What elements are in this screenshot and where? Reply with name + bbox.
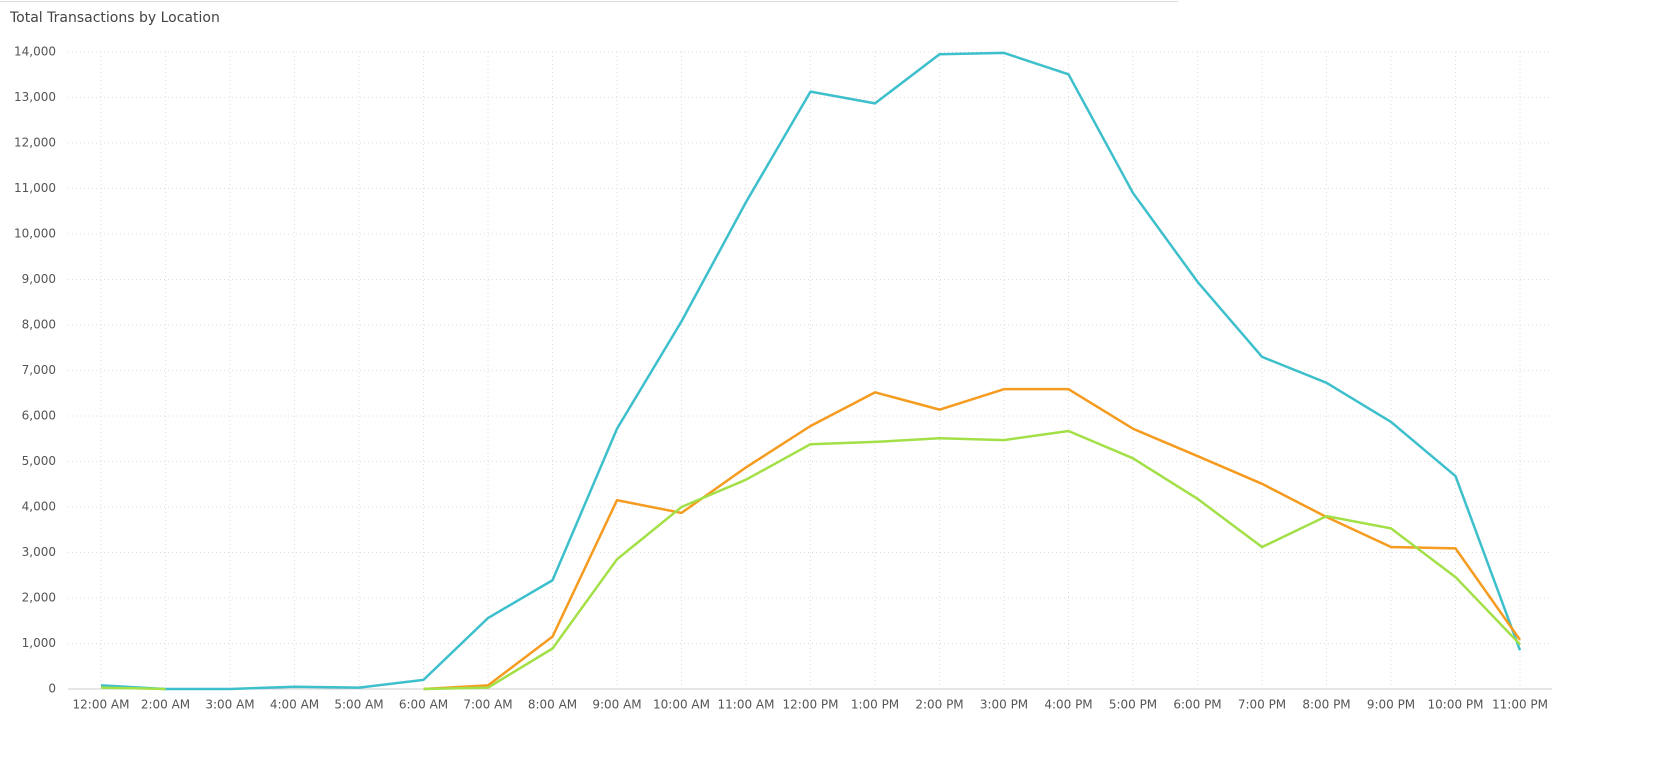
x-tick-label: 6:00 PM — [1173, 698, 1221, 712]
series-line — [100, 51, 1522, 691]
y-tick-label: 6,000 — [22, 409, 56, 423]
y-tick-label: 7,000 — [22, 363, 56, 377]
y-tick-label: 4,000 — [22, 500, 56, 514]
x-tick-label: 12:00 AM — [73, 698, 130, 712]
y-tick-label: 10,000 — [14, 227, 56, 241]
x-tick-label: 10:00 PM — [1428, 698, 1484, 712]
y-tick-label: 8,000 — [22, 318, 56, 332]
x-tick-label: 11:00 PM — [1492, 698, 1548, 712]
x-tick-label: 4:00 AM — [270, 698, 319, 712]
x-tick-label: 12:00 PM — [783, 698, 839, 712]
y-tick-label: 13,000 — [14, 90, 56, 104]
x-tick-label: 8:00 PM — [1302, 698, 1350, 712]
x-tick-label: 8:00 AM — [528, 698, 577, 712]
series-line — [100, 429, 1521, 691]
x-tick-label: 9:00 PM — [1367, 698, 1415, 712]
y-tick-label: 9,000 — [22, 272, 56, 286]
x-tick-label: 5:00 AM — [334, 698, 383, 712]
y-tick-label: 1,000 — [22, 636, 56, 650]
y-tick-label: 5,000 — [22, 454, 56, 468]
chart-title: Total Transactions by Location — [9, 10, 220, 26]
series-line — [423, 387, 1522, 691]
x-tick-label: 7:00 PM — [1238, 698, 1286, 712]
x-tick-label: 1:00 PM — [851, 698, 899, 712]
y-tick-label: 12,000 — [14, 136, 56, 150]
x-tick-label: 7:00 AM — [463, 698, 512, 712]
x-tick-label: 10:00 AM — [653, 698, 710, 712]
x-tick-label: 3:00 AM — [205, 698, 254, 712]
y-tick-label: 2,000 — [22, 591, 56, 605]
x-tick-label: 2:00 PM — [915, 698, 963, 712]
y-tick-label: 14,000 — [14, 45, 56, 59]
y-tick-label: 3,000 — [22, 545, 56, 559]
x-tick-label: 11:00 AM — [718, 698, 775, 712]
y-tick-label: 11,000 — [14, 181, 56, 195]
y-tick-label: 0 — [48, 682, 56, 696]
x-tick-label: 4:00 PM — [1044, 698, 1092, 712]
x-tick-label: 3:00 PM — [980, 698, 1028, 712]
x-tick-label: 6:00 AM — [399, 698, 448, 712]
x-tick-label: 9:00 AM — [592, 698, 641, 712]
x-tick-label: 5:00 PM — [1109, 698, 1157, 712]
x-tick-label: 2:00 AM — [141, 698, 190, 712]
